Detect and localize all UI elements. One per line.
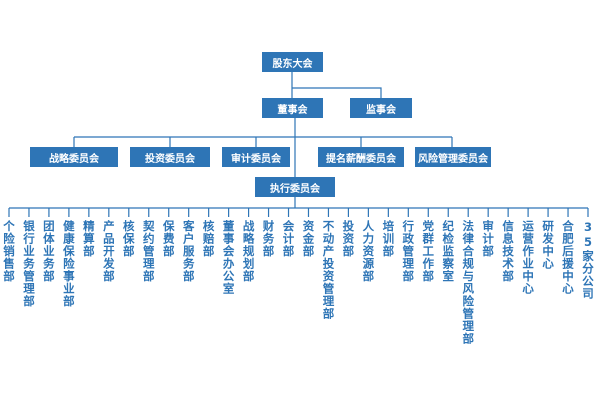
department: 行政管理部 [401,220,416,283]
department: 精算部 [81,220,96,258]
department: 纪检监察室 [441,220,456,283]
department: 审计部 [481,220,496,258]
department: 35家分公司 [581,220,595,300]
department: 保费部 [161,220,176,258]
org-box: 监事会 [350,98,412,118]
department: 法律合规与风险管理部 [461,220,476,345]
department: 战略规划部 [241,220,256,283]
org-box: 风险管理委员会 [415,147,491,167]
department: 会计部 [281,220,296,258]
org-box: 审计委员会 [222,147,290,167]
department: 运营作业中心 [521,220,536,295]
department: 不动产投资管理部 [321,220,336,320]
org-box: 股东大会 [262,52,323,72]
connector [73,118,453,177]
department: 核赔部 [201,220,216,258]
department: 合肥后援中心 [561,220,576,295]
connector [9,197,588,209]
department: 董事会办公室 [221,220,236,295]
department: 团体业务部 [41,220,56,283]
department: 契约管理部 [141,220,156,283]
org-box: 执行委员会 [255,177,335,197]
department: 培训部 [381,220,396,258]
department: 研发中心 [541,220,556,270]
org-box: 投资委员会 [130,147,210,167]
department: 产品开发部 [101,220,116,283]
department: 健康保险事业部 [61,220,76,308]
department: 银行业务管理部 [21,220,36,308]
department: 核保部 [121,220,136,258]
connector [291,72,382,98]
department: 投资部 [341,220,356,258]
org-box: 董事会 [262,98,323,118]
org-box: 战略委员会 [30,147,118,167]
department: 人力资源部 [361,220,376,283]
org-box: 提名薪酬委员会 [318,147,404,167]
department: 客户服务部 [181,220,196,283]
department: 个险销售部 [2,220,16,283]
department: 财务部 [261,220,276,258]
department: 信息技术部 [501,220,516,283]
department: 资金部 [301,220,316,258]
department: 党群工作部 [421,220,436,283]
